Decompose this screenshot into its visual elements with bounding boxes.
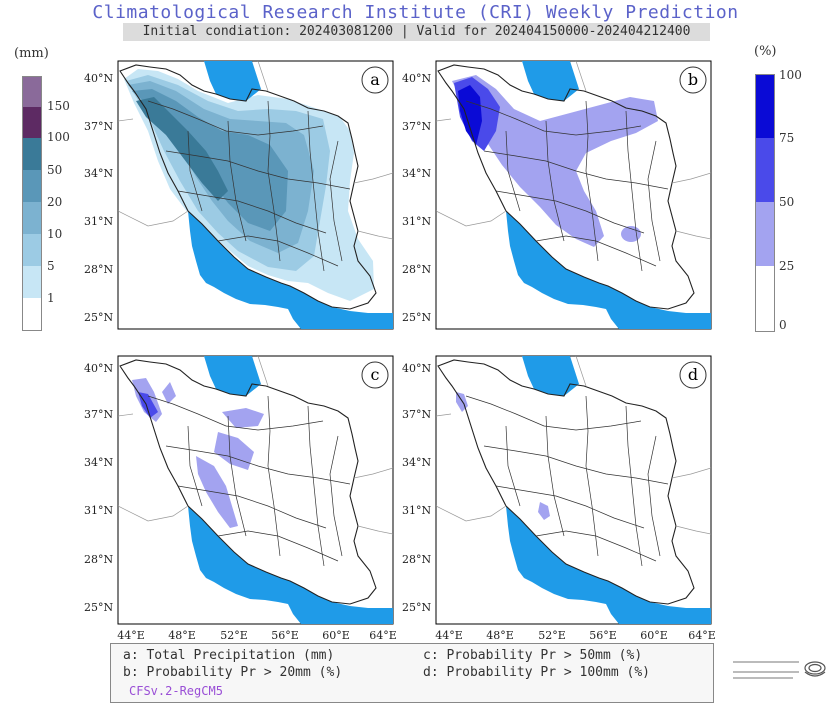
precip-swatch-100 <box>23 107 41 138</box>
precip-swatch-150plus <box>23 77 41 107</box>
lon-d-64: 64°E <box>688 629 716 642</box>
legend-b: b: Probability Pr > 20mm (%) <box>123 665 343 680</box>
panel-letter-a: a <box>370 70 380 89</box>
lat-d-28: 28°N <box>402 553 431 566</box>
precip-swatch-50 <box>23 138 41 170</box>
panel-a: a <box>117 60 394 330</box>
lat-c-31: 31°N <box>84 504 113 517</box>
lon-d-60: 60°E <box>640 629 668 642</box>
panel-letter-c: c <box>371 365 380 384</box>
precip-label-5: 5 <box>47 259 55 273</box>
precip-label-50: 50 <box>47 163 63 177</box>
institute-logo <box>729 652 829 696</box>
lon-c-44: 44°E <box>117 629 145 642</box>
lat-a-31: 31°N <box>84 215 113 228</box>
lat-d-31: 31°N <box>402 504 431 517</box>
precip-swatch-0 <box>23 298 41 330</box>
panel-b: b <box>435 60 712 330</box>
precip-swatch-1 <box>23 266 41 298</box>
precip-label-20: 20 <box>47 195 63 209</box>
precip-swatch-20 <box>23 170 41 202</box>
lat-b-40: 40°N <box>402 72 431 85</box>
lat-d-34: 34°N <box>402 456 431 469</box>
lat-c-40: 40°N <box>84 362 113 375</box>
lat-labels-left-top: 40°N 37°N 34°N 31°N 28°N 25°N <box>84 72 113 324</box>
lat-a-28: 28°N <box>84 263 113 276</box>
lon-d-48: 48°E <box>486 629 514 642</box>
precip-swatch-10 <box>23 202 41 234</box>
lon-d-56: 56°E <box>589 629 617 642</box>
lat-labels-left-bottom: 40°N 37°N 34°N 31°N 28°N 25°N <box>84 362 113 614</box>
lat-a-37: 37°N <box>84 120 113 133</box>
lat-c-25: 25°N <box>84 601 113 614</box>
prob-swatch-0-25 <box>756 266 774 331</box>
lat-b-28: 28°N <box>402 263 431 276</box>
precip-label-10: 10 <box>47 227 63 241</box>
panel-c: c <box>117 355 394 625</box>
lon-labels-left: 44°E 48°E 52°E 56°E 60°E 64°E <box>117 629 397 642</box>
panel-letter-d: d <box>688 365 698 384</box>
lat-d-25: 25°N <box>402 601 431 614</box>
lon-c-52: 52°E <box>220 629 248 642</box>
lon-c-60: 60°E <box>322 629 350 642</box>
lat-c-37: 37°N <box>84 408 113 421</box>
prob-swatch-25-50 <box>756 202 774 266</box>
lat-b-34: 34°N <box>402 167 431 180</box>
lat-b-31: 31°N <box>402 215 431 228</box>
valid-period-bar: Initial condiation: 202403081200 | Valid… <box>123 23 710 41</box>
lat-d-37: 37°N <box>402 408 431 421</box>
prob-swatch-75-100 <box>756 75 774 138</box>
prob-label-25: 25 <box>779 259 795 273</box>
precip-label-100: 100 <box>47 130 70 144</box>
lat-labels-right-bottom: 40°N 37°N 34°N 31°N 28°N 25°N <box>402 362 431 614</box>
lat-c-34: 34°N <box>84 456 113 469</box>
legend-a: a: Total Precipitation (mm) <box>123 648 335 663</box>
panel-d: d <box>435 355 712 625</box>
legend-box: a: Total Precipitation (mm) b: Probabili… <box>110 643 714 703</box>
lon-d-52: 52°E <box>538 629 566 642</box>
precip-label-1: 1 <box>47 291 55 305</box>
lat-labels-right-top: 40°N 37°N 34°N 31°N 28°N 25°N <box>402 72 431 324</box>
lon-c-48: 48°E <box>168 629 196 642</box>
page-title: Climatological Research Institute (CRI) … <box>92 2 739 23</box>
model-name: CFSv.2-RegCM5 <box>129 684 223 698</box>
prob-label-0: 0 <box>779 318 787 332</box>
legend-d: d: Probability Pr > 100mm (%) <box>423 665 650 680</box>
lat-a-40: 40°N <box>84 72 113 85</box>
precip-swatch-5 <box>23 234 41 266</box>
prob-label-50: 50 <box>779 195 795 209</box>
lat-b-25: 25°N <box>402 311 431 324</box>
lon-labels-right: 44°E 48°E 52°E 56°E 60°E 64°E <box>435 629 716 642</box>
panel-letter-b: b <box>688 70 698 89</box>
lat-c-28: 28°N <box>84 553 113 566</box>
prob-label-75: 75 <box>779 131 795 145</box>
lat-d-40: 40°N <box>402 362 431 375</box>
lon-c-64: 64°E <box>369 629 397 642</box>
precip-unit: (mm) <box>14 46 49 61</box>
prob-label-100: 100 <box>779 68 802 82</box>
lon-d-44: 44°E <box>435 629 463 642</box>
precip-label-150: 150 <box>47 99 70 113</box>
lat-b-37: 37°N <box>402 120 431 133</box>
lat-a-34: 34°N <box>84 167 113 180</box>
legend-c: c: Probability Pr > 50mm (%) <box>423 648 643 663</box>
prob-unit: (%) <box>754 44 777 59</box>
lon-c-56: 56°E <box>271 629 299 642</box>
lat-a-25: 25°N <box>84 311 113 324</box>
prob-swatch-50-75 <box>756 138 774 202</box>
